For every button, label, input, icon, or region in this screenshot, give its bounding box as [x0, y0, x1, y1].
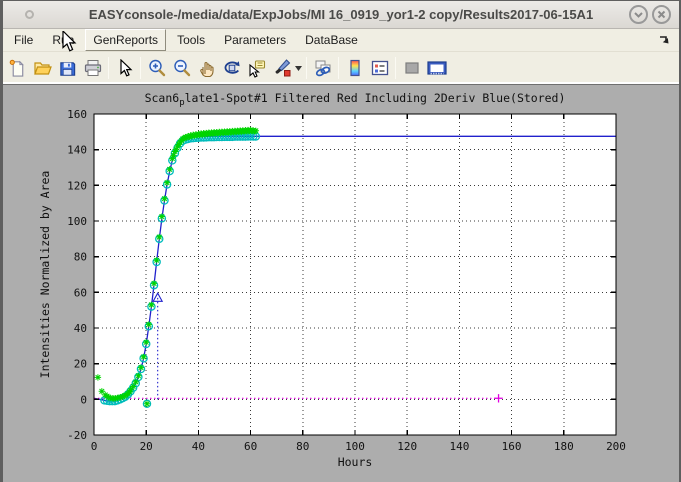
- close-button[interactable]: [652, 5, 671, 24]
- figure-canvas[interactable]: 0 20 40 60 80 100 120 140 160 180 200 -20 0 20 40 60 80 1…: [3, 85, 679, 482]
- new-document-icon: [9, 59, 24, 77]
- svg-text:120: 120: [397, 440, 417, 453]
- toolbar-separator: [338, 57, 339, 79]
- new-document-button[interactable]: [5, 56, 30, 81]
- toolbar-separator: [108, 57, 109, 79]
- y-axis-label: Intensities Normalized by Area: [38, 171, 52, 379]
- rotate-3d-button[interactable]: [219, 56, 244, 81]
- svg-text:80: 80: [74, 251, 87, 264]
- print-icon: [84, 60, 101, 76]
- insert-legend-button[interactable]: [367, 56, 392, 81]
- window-menu-icon[interactable]: [25, 10, 34, 19]
- menu-bar: File Run GenReports Tools Parameters Dat…: [3, 29, 679, 52]
- zoom-out-button[interactable]: [169, 56, 194, 81]
- series-inflection-marker: [152, 292, 164, 302]
- brush-dropdown-button[interactable]: [294, 56, 303, 81]
- svg-text:0: 0: [91, 440, 98, 453]
- svg-text:60: 60: [74, 286, 87, 299]
- menu-tools[interactable]: Tools: [177, 33, 206, 47]
- link-plots-button[interactable]: [310, 56, 335, 81]
- menu-database[interactable]: DataBase: [305, 33, 358, 47]
- dock-figure-icon: [426, 61, 447, 75]
- jump-arrow-icon: [660, 36, 669, 44]
- edit-plot-button[interactable]: [112, 56, 137, 81]
- data-cursor-button[interactable]: [244, 56, 269, 81]
- zoom-out-icon: [173, 59, 190, 77]
- window-title: EASYconsole-/media/data/ExpJobs/MI 16_09…: [88, 7, 594, 22]
- dropdown-caret-icon: [295, 65, 302, 71]
- print-button[interactable]: [80, 56, 105, 81]
- insert-colorbar-button[interactable]: [342, 56, 367, 81]
- menu-file[interactable]: File: [14, 33, 34, 47]
- svg-text:160: 160: [67, 108, 87, 121]
- svg-text:180: 180: [554, 440, 574, 453]
- menu-overflow-button[interactable]: [658, 33, 671, 51]
- svg-text:120: 120: [67, 179, 87, 192]
- series-baseline-end-marker: [494, 394, 503, 403]
- svg-text:20: 20: [74, 358, 87, 371]
- tick-marks: [93, 113, 617, 436]
- chart-plot[interactable]: 0 20 40 60 80 100 120 140 160 180 200 -20 0 20 40 60 80 1…: [3, 85, 681, 482]
- link-plots-icon: [315, 60, 330, 77]
- legend-icon: [371, 60, 388, 76]
- data-cursor-icon: [248, 60, 265, 78]
- minimize-button[interactable]: [629, 5, 648, 24]
- pan-hand-icon: [199, 61, 214, 78]
- save-floppy-icon: [60, 61, 76, 76]
- toolbar-separator: [140, 57, 141, 79]
- pointer-arrow-icon: [119, 59, 132, 77]
- zoom-in-icon: [148, 59, 165, 77]
- save-button[interactable]: [55, 56, 80, 81]
- svg-text:0: 0: [80, 393, 87, 406]
- svg-text:60: 60: [244, 440, 257, 453]
- svg-text:20: 20: [140, 440, 153, 453]
- svg-text:140: 140: [67, 144, 87, 157]
- grid-lines: [94, 114, 616, 435]
- toolbar-separator: [395, 57, 396, 79]
- mouse-cursor-icon: [62, 31, 77, 52]
- svg-text:40: 40: [74, 322, 87, 335]
- pan-button[interactable]: [194, 56, 219, 81]
- close-icon: [657, 10, 666, 19]
- svg-text:140: 140: [449, 440, 469, 453]
- svg-text:100: 100: [345, 440, 365, 453]
- rotate-3d-icon: [224, 61, 240, 74]
- brush-data-button[interactable]: [269, 56, 294, 81]
- tick-labels: 0 20 40 60 80 100 120 140 160 180 200 -20 0 20 40 60 80 1…: [67, 108, 626, 453]
- svg-text:80: 80: [296, 440, 309, 453]
- svg-text:100: 100: [67, 215, 87, 228]
- svg-text:160: 160: [502, 440, 522, 453]
- hide-plot-tools-button[interactable]: [399, 56, 424, 81]
- zoom-in-button[interactable]: [144, 56, 169, 81]
- chevron-down-icon: [634, 12, 643, 18]
- svg-text:40: 40: [192, 440, 205, 453]
- show-plot-tools-button[interactable]: [424, 56, 449, 81]
- figure-toolbar: [3, 52, 679, 85]
- x-axis-label: Hours: [338, 455, 373, 469]
- menu-parameters[interactable]: Parameters: [224, 33, 287, 47]
- title-bar[interactable]: EASYconsole-/media/data/ExpJobs/MI 16_09…: [3, 1, 679, 29]
- chart-title: Scan6plate1-Spot#1 Filtered Red Includin…: [145, 91, 566, 108]
- brush-icon: [275, 59, 290, 77]
- svg-text:-20: -20: [67, 429, 87, 442]
- open-file-button[interactable]: [30, 56, 55, 81]
- colorbar-icon: [349, 59, 360, 77]
- svg-text:200: 200: [606, 440, 626, 453]
- menu-genreports[interactable]: GenReports: [85, 29, 167, 51]
- open-folder-icon: [33, 62, 52, 75]
- toolbar-separator: [306, 57, 307, 79]
- series-filtered-asterisks: [94, 126, 260, 407]
- hide-plot-tools-icon: [404, 62, 419, 74]
